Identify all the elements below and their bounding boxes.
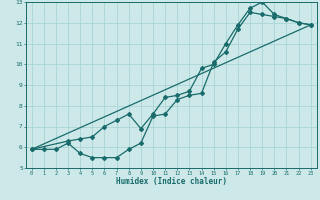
X-axis label: Humidex (Indice chaleur): Humidex (Indice chaleur) bbox=[116, 177, 227, 186]
